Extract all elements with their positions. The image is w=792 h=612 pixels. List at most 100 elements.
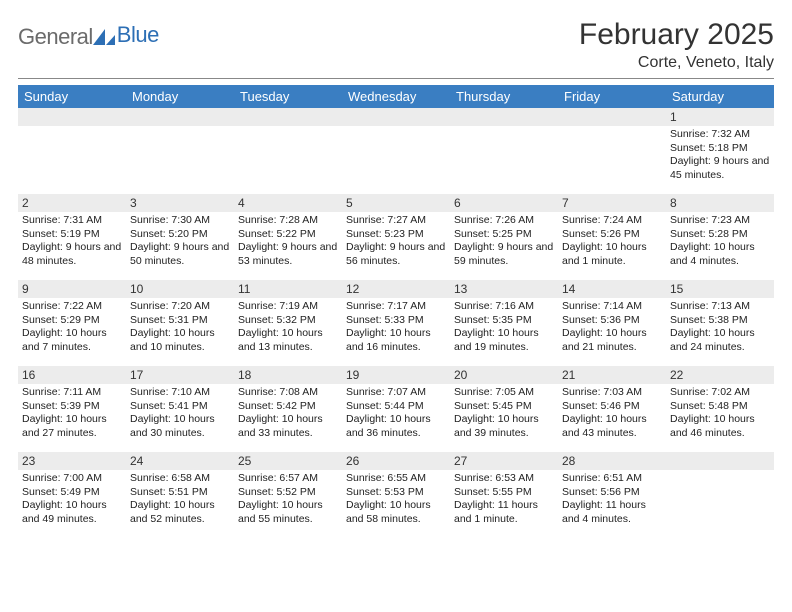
sunset-text: Sunset: 5:46 PM — [562, 400, 662, 414]
day-body: Sunrise: 7:11 AMSunset: 5:39 PMDaylight:… — [18, 384, 126, 445]
daylight-text: Daylight: 10 hours and 43 minutes. — [562, 413, 662, 440]
day-number — [126, 108, 234, 126]
day-number: 15 — [666, 280, 774, 298]
day-number — [18, 108, 126, 126]
day-number — [342, 108, 450, 126]
day-number — [450, 108, 558, 126]
sunrise-text: Sunrise: 6:53 AM — [454, 472, 554, 486]
day-cell: 27Sunrise: 6:53 AMSunset: 5:55 PMDayligh… — [450, 452, 558, 538]
sunrise-text: Sunrise: 6:51 AM — [562, 472, 662, 486]
sunset-text: Sunset: 5:41 PM — [130, 400, 230, 414]
day-body: Sunrise: 7:17 AMSunset: 5:33 PMDaylight:… — [342, 298, 450, 359]
daylight-text: Daylight: 10 hours and 58 minutes. — [346, 499, 446, 526]
sunset-text: Sunset: 5:38 PM — [670, 314, 770, 328]
day-body: Sunrise: 7:07 AMSunset: 5:44 PMDaylight:… — [342, 384, 450, 445]
day-body — [666, 470, 774, 476]
daylight-text: Daylight: 10 hours and 52 minutes. — [130, 499, 230, 526]
day-number: 20 — [450, 366, 558, 384]
day-cell: 1Sunrise: 7:32 AMSunset: 5:18 PMDaylight… — [666, 108, 774, 194]
day-number: 6 — [450, 194, 558, 212]
day-cell: 16Sunrise: 7:11 AMSunset: 5:39 PMDayligh… — [18, 366, 126, 452]
week-row: 2 Sunrise: 7:31 AMSunset: 5:19 PM Daylight… — [18, 194, 774, 280]
day-number — [558, 108, 666, 126]
day-cell: 26Sunrise: 6:55 AMSunset: 5:53 PMDayligh… — [342, 452, 450, 538]
sunset-text: Sunset: 5:48 PM — [670, 400, 770, 414]
daylight-text: Daylight: 10 hours and 30 minutes. — [130, 413, 230, 440]
day-number: 24 — [126, 452, 234, 470]
day-cell: 17Sunrise: 7:10 AMSunset: 5:41 PMDayligh… — [126, 366, 234, 452]
sunrise-text: Sunrise: 7:17 AM — [346, 300, 446, 314]
week-row: 23Sunrise: 7:00 AMSunset: 5:49 PMDayligh… — [18, 452, 774, 538]
day-body: Sunrise: 6:55 AMSunset: 5:53 PMDaylight:… — [342, 470, 450, 531]
day-number: 4 — [234, 194, 342, 212]
day-number: 14 — [558, 280, 666, 298]
day-body — [234, 126, 342, 132]
day-body: Sunrise: 7:30 AMSunset: 5:20 PMDaylight:… — [126, 212, 234, 273]
brand-logo: General Blue — [18, 18, 159, 50]
weekday-header: Sunday — [18, 85, 126, 108]
day-number: 10 — [126, 280, 234, 298]
day-cell: 3Sunrise: 7:30 AMSunset: 5:20 PMDaylight… — [126, 194, 234, 280]
day-cell: 5Sunrise: 7:27 AMSunset: 5:23 PMDaylight… — [342, 194, 450, 280]
daylight-text: Daylight: 11 hours and 1 minute. — [454, 499, 554, 526]
sunset-text: Sunset: 5:25 PM — [454, 228, 554, 242]
day-body: Sunrise: 7:32 AMSunset: 5:18 PMDaylight:… — [666, 126, 774, 187]
day-number: 19 — [342, 366, 450, 384]
sunrise-text: Sunrise: 7:13 AM — [670, 300, 770, 314]
day-number: 2 — [18, 194, 126, 212]
daylight-text: Daylight: 10 hours and 33 minutes. — [238, 413, 338, 440]
sunset-text: Sunset: 5:44 PM — [346, 400, 446, 414]
day-body: Sunrise: 6:53 AMSunset: 5:55 PMDaylight:… — [450, 470, 558, 531]
daylight-text: Daylight: 9 hours and 53 minutes. — [238, 241, 338, 268]
day-number — [234, 108, 342, 126]
week-row: 1Sunrise: 7:32 AMSunset: 5:18 PMDaylight… — [18, 108, 774, 194]
weekday-header: Friday — [558, 85, 666, 108]
sunrise-text: Sunrise: 7:31 AM — [22, 214, 122, 228]
day-cell: 9Sunrise: 7:22 AMSunset: 5:29 PMDaylight… — [18, 280, 126, 366]
day-body: Sunrise: 7:13 AMSunset: 5:38 PMDaylight:… — [666, 298, 774, 359]
day-cell: 25Sunrise: 6:57 AMSunset: 5:52 PMDayligh… — [234, 452, 342, 538]
title-block: February 2025 Corte, Veneto, Italy — [579, 18, 774, 72]
weekday-header: Tuesday — [234, 85, 342, 108]
sunset-text: Sunset: 5:35 PM — [454, 314, 554, 328]
daylight-text: Daylight: 9 hours and 45 minutes. — [670, 155, 770, 182]
calendar: Sunday Monday Tuesday Wednesday Thursday… — [18, 85, 774, 538]
sunset-text: Sunset: 5:42 PM — [238, 400, 338, 414]
sunrise-text: Sunrise: 7:10 AM — [130, 386, 230, 400]
daylight-text: Daylight: 10 hours and 46 minutes. — [670, 413, 770, 440]
sunset-text: Sunset: 5:26 PM — [562, 228, 662, 242]
day-number: 11 — [234, 280, 342, 298]
day-body: Sunrise: 7:05 AMSunset: 5:45 PMDaylight:… — [450, 384, 558, 445]
day-body: Sunrise: 7:22 AMSunset: 5:29 PMDaylight:… — [18, 298, 126, 359]
day-cell: 6 Sunrise: 7:26 AMSunset: 5:25 PMDaylight… — [450, 194, 558, 280]
sunrise-text: Sunrise: 6:58 AM — [130, 472, 230, 486]
sunset-text: Sunset: 5:18 PM — [670, 142, 770, 156]
day-cell: 13Sunrise: 7:16 AMSunset: 5:35 PMDayligh… — [450, 280, 558, 366]
day-body — [18, 126, 126, 132]
day-body: Sunrise: 7:14 AMSunset: 5:36 PMDaylight:… — [558, 298, 666, 359]
brand-name-gray: General — [18, 24, 93, 50]
day-cell: 4Sunrise: 7:28 AMSunset: 5:22 PMDaylight… — [234, 194, 342, 280]
day-number: 25 — [234, 452, 342, 470]
sunset-text: Sunset: 5:33 PM — [346, 314, 446, 328]
daylight-text: Daylight: 10 hours and 4 minutes. — [670, 241, 770, 268]
sunset-text: Sunset: 5:36 PM — [562, 314, 662, 328]
day-number: 5 — [342, 194, 450, 212]
day-body — [558, 126, 666, 132]
day-cell: 22Sunrise: 7:02 AMSunset: 5:48 PMDayligh… — [666, 366, 774, 452]
day-body: Sunrise: 7:08 AMSunset: 5:42 PMDaylight:… — [234, 384, 342, 445]
day-body: Sunrise: 6:57 AMSunset: 5:52 PMDaylight:… — [234, 470, 342, 531]
sunset-text: Sunset: 5:19 PM — [22, 228, 122, 242]
brand-name-blue: Blue — [117, 22, 159, 47]
sunset-text: Sunset: 5:22 PM — [238, 228, 338, 242]
daylight-text: Daylight: 9 hours and 59 minutes. — [454, 241, 554, 268]
day-cell: 12Sunrise: 7:17 AMSunset: 5:33 PMDayligh… — [342, 280, 450, 366]
sunrise-text: Sunrise: 7:08 AM — [238, 386, 338, 400]
sunrise-text: Sunrise: 7:03 AM — [562, 386, 662, 400]
weekday-header: Wednesday — [342, 85, 450, 108]
day-body: Sunrise: 7:20 AMSunset: 5:31 PMDaylight:… — [126, 298, 234, 359]
sunset-text: Sunset: 5:31 PM — [130, 314, 230, 328]
sunrise-text: Sunrise: 7:26 AM — [454, 214, 554, 228]
day-cell: 2Sunrise: 7:31 AMSunset: 5:19 PMDaylight… — [18, 194, 126, 280]
day-body: Sunrise: 7:10 AMSunset: 5:41 PMDaylight:… — [126, 384, 234, 445]
